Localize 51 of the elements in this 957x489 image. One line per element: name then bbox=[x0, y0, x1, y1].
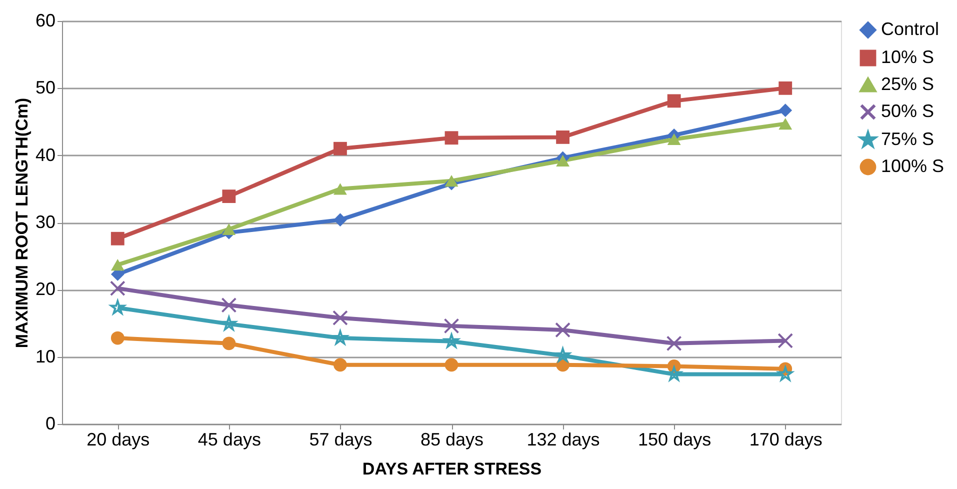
point bbox=[222, 223, 236, 236]
point bbox=[778, 81, 792, 95]
point bbox=[222, 190, 236, 204]
y-axis-title: MAXIMUM ROOT LENGTH(Cm) bbox=[12, 98, 32, 348]
legend-label: Control bbox=[881, 19, 940, 39]
y-tick-label: 60 bbox=[35, 10, 56, 30]
y-tick-label: 30 bbox=[35, 212, 56, 232]
x-tick-label: 20 days bbox=[86, 430, 150, 450]
legend-label: 50% S bbox=[881, 101, 934, 121]
point bbox=[666, 336, 682, 352]
point bbox=[556, 154, 570, 167]
point bbox=[332, 310, 348, 326]
x-tick-label: 57 days bbox=[309, 430, 372, 450]
point bbox=[110, 232, 124, 246]
y-tick-label: 20 bbox=[35, 279, 56, 300]
point bbox=[556, 130, 570, 144]
point bbox=[778, 333, 794, 348]
point bbox=[778, 104, 792, 118]
legend-label: 25% S bbox=[881, 74, 934, 94]
point bbox=[334, 358, 347, 372]
point bbox=[334, 142, 347, 156]
point bbox=[444, 175, 458, 187]
point bbox=[555, 322, 570, 338]
point bbox=[555, 348, 570, 362]
point bbox=[444, 318, 460, 334]
point bbox=[110, 331, 124, 345]
legend-label: 10% S bbox=[881, 47, 934, 67]
point bbox=[332, 330, 348, 344]
point bbox=[667, 94, 681, 108]
point bbox=[222, 336, 236, 350]
point bbox=[444, 131, 458, 145]
x-tick-label: 85 days bbox=[420, 430, 484, 450]
x-tick-label: 150 days bbox=[638, 430, 712, 450]
point bbox=[778, 118, 792, 130]
legend-label: 100% S bbox=[881, 156, 944, 176]
y-tick-label: 10 bbox=[35, 346, 56, 366]
x-axis-title: DAYS AFTER STRESS bbox=[362, 460, 542, 478]
y-tick-label: 0 bbox=[45, 414, 56, 434]
point bbox=[444, 358, 458, 372]
x-tick-label: 170 days bbox=[749, 430, 822, 450]
y-tick-label: 50 bbox=[35, 78, 56, 98]
legend-label: 75% S bbox=[881, 129, 934, 149]
x-tick-label: 132 days bbox=[526, 430, 600, 450]
point bbox=[334, 213, 347, 227]
point bbox=[110, 259, 124, 271]
x-tick-label: 45 days bbox=[198, 430, 261, 450]
point bbox=[221, 297, 237, 313]
point bbox=[110, 280, 126, 296]
point bbox=[667, 133, 681, 146]
y-tick-label: 40 bbox=[35, 144, 56, 165]
point bbox=[334, 183, 347, 195]
